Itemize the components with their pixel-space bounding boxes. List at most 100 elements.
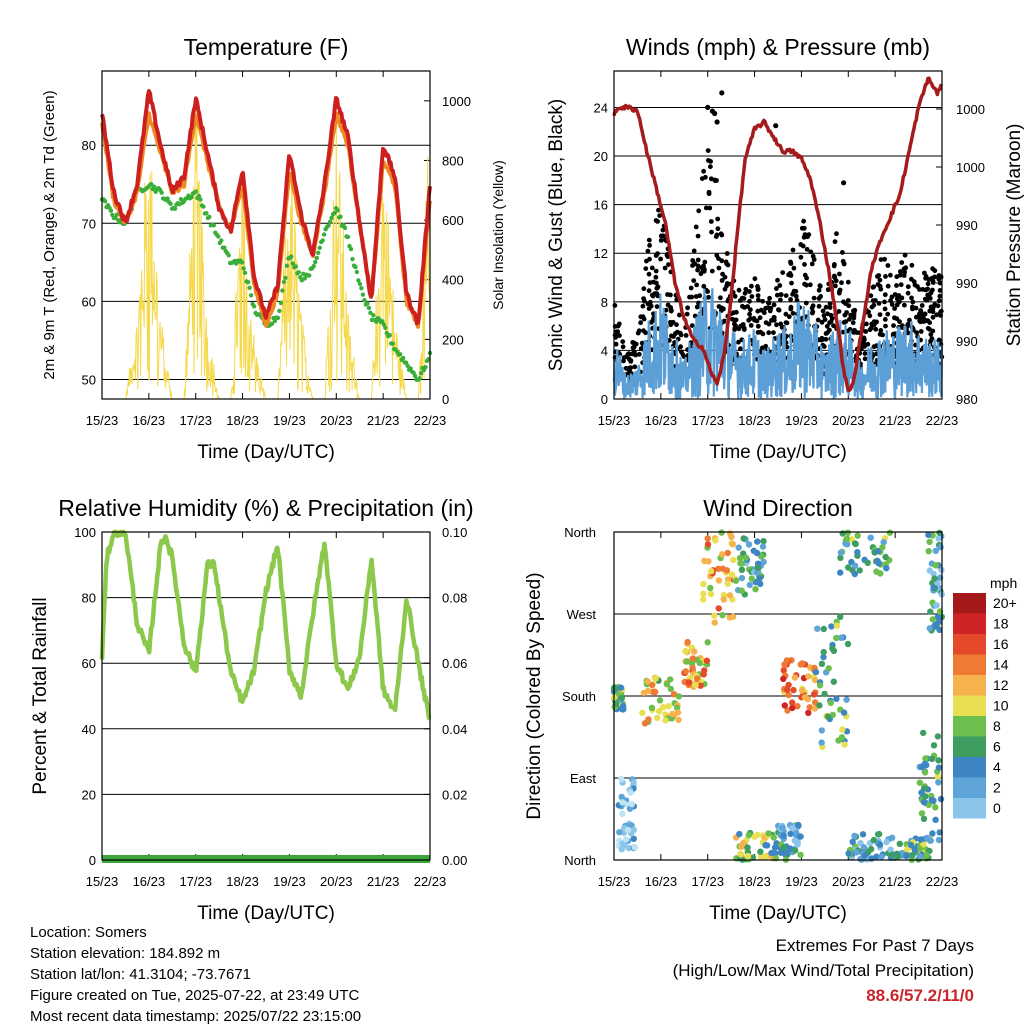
direction-point xyxy=(818,739,825,746)
direction-point xyxy=(760,538,767,545)
gust-point xyxy=(755,293,761,298)
direction-point xyxy=(735,544,742,551)
gust-point xyxy=(778,297,783,303)
direction-point xyxy=(784,686,791,693)
direction-point xyxy=(936,626,943,633)
dewpoint-point xyxy=(193,189,199,194)
gust-point xyxy=(905,290,911,296)
direction-point xyxy=(696,659,703,667)
gust-point xyxy=(760,331,766,337)
direction-point xyxy=(930,797,937,804)
y-tick-label: West xyxy=(567,607,597,622)
gust-point xyxy=(816,287,822,293)
direction-point xyxy=(879,544,886,551)
gust-point xyxy=(694,282,699,288)
direction-point xyxy=(923,851,930,859)
gust-point xyxy=(775,277,780,283)
direction-point xyxy=(630,826,637,834)
dewpoint-point xyxy=(418,371,424,376)
gust-point xyxy=(708,164,713,170)
gust-point xyxy=(894,283,899,288)
temperature-panel: Temperature (F) Time (Day/UTC) 2m & 9m T (… xyxy=(41,34,506,463)
direction-point xyxy=(655,708,663,715)
y2-tick-label: 200 xyxy=(442,332,464,347)
gust-point xyxy=(832,274,837,280)
gust-point xyxy=(646,237,652,243)
gust-point xyxy=(749,294,755,299)
gust-point xyxy=(755,330,761,335)
direction-point xyxy=(883,565,890,572)
extremes-subtitle: (High/Low/Max Wind/Total Precipitation) xyxy=(672,961,974,980)
dewpoint-point xyxy=(359,286,364,291)
dewpoint-point xyxy=(417,376,422,381)
direction-point xyxy=(929,616,936,623)
gust-point xyxy=(719,305,725,311)
latlon-text: Station lat/lon: 41.3104; -73.7671 xyxy=(30,966,252,983)
legend-label: 6 xyxy=(993,739,1001,755)
legend-title: mph xyxy=(990,575,1017,591)
direction-point xyxy=(839,726,846,733)
gust-point xyxy=(811,295,817,301)
gust-point xyxy=(620,339,626,344)
gust-point xyxy=(718,295,723,301)
gust-point xyxy=(665,292,670,297)
x-tick-label: 15/23 xyxy=(86,413,119,428)
dewpoint-point xyxy=(362,298,367,303)
direction-point xyxy=(719,612,726,619)
gust-point xyxy=(736,339,741,345)
gust-point xyxy=(766,321,772,327)
direction-point xyxy=(860,844,868,851)
direction-point xyxy=(821,690,828,698)
gust-point xyxy=(937,293,943,299)
gust-point xyxy=(888,298,893,303)
gust-point xyxy=(819,319,825,325)
gust-point xyxy=(850,320,856,326)
gust-point xyxy=(749,283,754,289)
gust-point xyxy=(636,351,642,357)
direction-point xyxy=(789,699,796,706)
pressure-line xyxy=(612,76,943,392)
gust-point xyxy=(832,262,837,267)
direction-point xyxy=(878,853,885,860)
direction-point xyxy=(851,540,859,547)
direction-point xyxy=(684,638,691,646)
gust-point xyxy=(674,322,679,328)
direction-point xyxy=(751,833,758,840)
gust-point xyxy=(756,297,761,303)
y2-tick-label: 0.08 xyxy=(442,591,467,606)
direction-point xyxy=(703,657,711,664)
gust-point xyxy=(776,307,781,313)
direction-point xyxy=(711,612,718,619)
gust-point xyxy=(620,344,626,350)
direction-point xyxy=(796,833,803,840)
gust-point xyxy=(810,309,816,315)
dewpoint-point xyxy=(290,261,295,266)
x-tick-label: 20/23 xyxy=(832,874,865,889)
direction-point xyxy=(806,704,813,711)
direction-point xyxy=(771,844,779,851)
gust-point xyxy=(936,273,942,278)
direction-point xyxy=(745,832,752,839)
direction-point xyxy=(748,575,755,582)
gust-point xyxy=(707,205,713,211)
direction-point xyxy=(935,757,942,764)
dewpoint-point xyxy=(327,219,333,224)
direction-point xyxy=(909,852,916,859)
gust-point xyxy=(930,314,936,320)
gust-point xyxy=(921,319,927,324)
direction-point xyxy=(833,622,841,629)
direction-point xyxy=(816,702,823,709)
dewpoint-point xyxy=(368,310,373,315)
direction-point xyxy=(738,560,746,567)
direction-point xyxy=(841,741,848,748)
gust-point xyxy=(657,213,663,219)
gust-point xyxy=(613,341,619,347)
direction-point xyxy=(820,625,827,633)
gust-point xyxy=(617,333,622,338)
gust-point xyxy=(920,287,926,292)
direction-point xyxy=(927,608,934,615)
gust-point xyxy=(905,330,911,336)
direction-point xyxy=(867,534,874,541)
direction-point xyxy=(791,674,799,681)
dewpoint-point xyxy=(196,193,202,199)
